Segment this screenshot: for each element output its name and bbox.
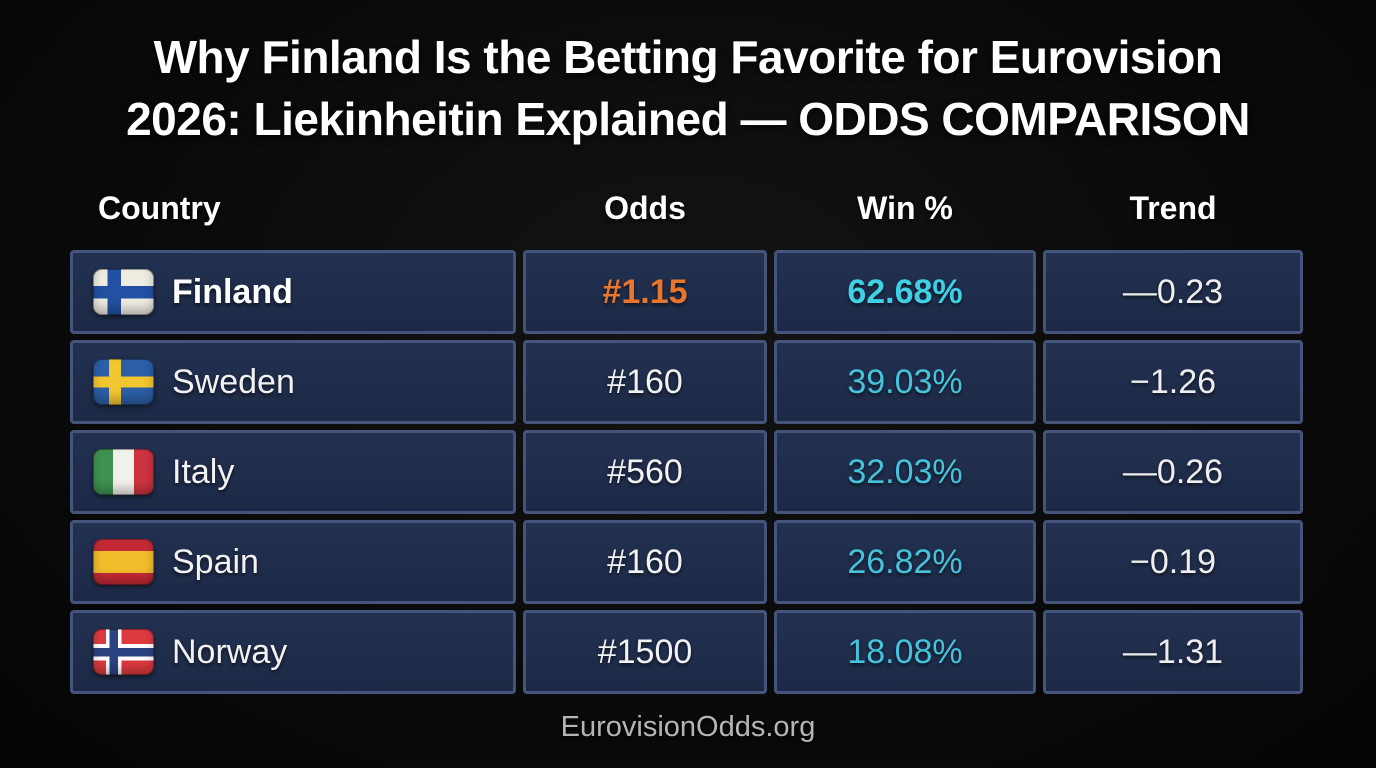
page-title: Why Finland Is the Betting Favorite for …	[0, 0, 1376, 150]
odds-cell: #560	[523, 430, 767, 514]
trend-value: −0.19	[1129, 542, 1217, 581]
trend-value: —0.23	[1122, 272, 1224, 311]
table-row-italy: Italy #560 32.03% —0.26	[70, 430, 1303, 514]
country-cell: Finland	[70, 250, 516, 334]
spain-flag-icon	[93, 539, 154, 585]
odds-cell: #1.15	[523, 250, 767, 334]
odds-value: #160	[607, 542, 683, 581]
column-header-win-percent: Win %	[857, 190, 953, 226]
odds-value: #160	[607, 362, 683, 401]
country-cell: Norway	[70, 610, 516, 694]
table-body: Finland #1.15 62.68% —0.23 Sweden #160 3…	[0, 250, 1376, 694]
sweden-flag-icon	[93, 359, 154, 405]
table-header-row: Country Odds Win % Trend	[70, 190, 1303, 227]
trend-cell: −1.26	[1043, 340, 1303, 424]
footer-watermark: EurovisionOdds.org	[560, 711, 816, 743]
page-title-line2: 2026: Liekinheitin Explained — ODDS COMP…	[126, 93, 1250, 145]
country-name: Finland	[172, 272, 293, 311]
country-name: Norway	[172, 632, 288, 671]
country-name: Italy	[172, 452, 235, 491]
country-name: Spain	[172, 542, 259, 581]
win-percent-cell: 39.03%	[774, 340, 1036, 424]
page-title-line1: Why Finland Is the Betting Favorite for …	[153, 31, 1223, 83]
win-percent-value: 26.82%	[847, 542, 963, 581]
column-header-trend: Trend	[1129, 190, 1217, 226]
trend-cell: −0.19	[1043, 520, 1303, 604]
win-percent-cell: 26.82%	[774, 520, 1036, 604]
column-header-odds: Odds	[604, 190, 686, 226]
table-row-norway: Norway #1500 18.08% —1.31	[70, 610, 1303, 694]
odds-cell: #160	[523, 340, 767, 424]
win-percent-cell: 18.08%	[774, 610, 1036, 694]
trend-value: —1.31	[1122, 632, 1224, 671]
win-percent-cell: 62.68%	[774, 250, 1036, 334]
country-cell: Italy	[70, 430, 516, 514]
country-cell: Spain	[70, 520, 516, 604]
trend-value: −1.26	[1129, 362, 1217, 401]
table-row-finland: Finland #1.15 62.68% —0.23	[70, 250, 1303, 334]
odds-value: #560	[607, 452, 683, 491]
win-percent-cell: 32.03%	[774, 430, 1036, 514]
odds-cell: #1500	[523, 610, 767, 694]
odds-value: #1500	[597, 632, 693, 671]
win-percent-value: 32.03%	[847, 452, 963, 491]
win-percent-value: 18.08%	[847, 632, 963, 671]
win-percent-value: 39.03%	[847, 362, 963, 401]
country-cell: Sweden	[70, 340, 516, 424]
trend-cell: —0.26	[1043, 430, 1303, 514]
finland-flag-icon	[93, 269, 154, 315]
trend-cell: —0.23	[1043, 250, 1303, 334]
odds-cell: #160	[523, 520, 767, 604]
win-percent-value: 62.68%	[847, 272, 963, 311]
table-row-spain: Spain #160 26.82% −0.19	[70, 520, 1303, 604]
italy-flag-icon	[93, 449, 154, 495]
trend-value: —0.26	[1122, 452, 1224, 491]
column-header-country: Country	[98, 190, 221, 226]
trend-cell: —1.31	[1043, 610, 1303, 694]
table-row-sweden: Sweden #160 39.03% −1.26	[70, 340, 1303, 424]
country-name: Sweden	[172, 362, 295, 401]
norway-flag-icon	[93, 629, 154, 675]
odds-value: #1.15	[602, 272, 688, 311]
